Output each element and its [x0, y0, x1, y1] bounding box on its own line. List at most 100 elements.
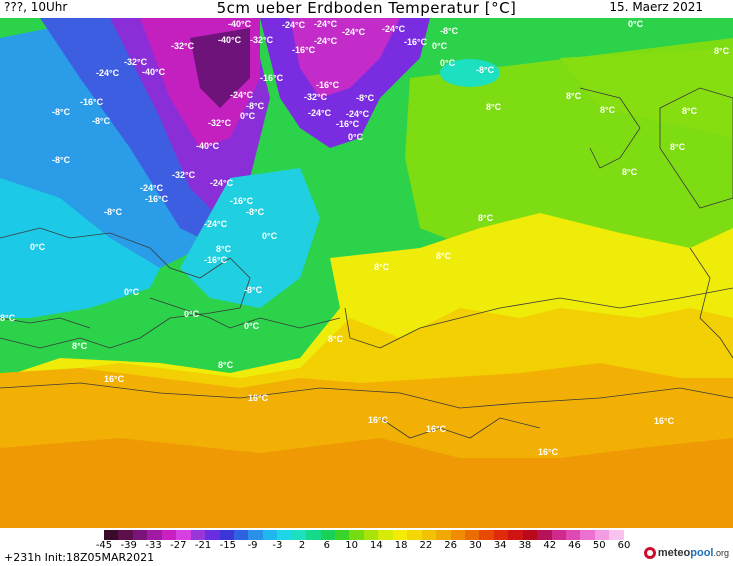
temp-label: -8°C [92, 116, 111, 126]
temp-label: 0°C [30, 242, 46, 252]
temp-label: -40°C [228, 19, 252, 29]
logo-tld: .org [713, 548, 729, 558]
colorbar-swatch [277, 530, 292, 540]
colorbar-swatch [104, 530, 119, 540]
temp-label: 16°C [654, 416, 675, 426]
temp-label: 16°C [248, 393, 269, 403]
temp-label: -16°C [292, 45, 316, 55]
colorbar-tick-label: 18 [394, 540, 408, 551]
cyan-sea [180, 168, 320, 308]
colorbar-swatch [450, 530, 465, 540]
colorbar-swatch [392, 530, 408, 540]
temp-label: -32°C [208, 118, 232, 128]
temp-label: -40°C [142, 67, 166, 77]
temp-label: -16°C [316, 80, 340, 90]
temp-label: -8°C [246, 101, 265, 111]
temp-label: -24°C [140, 183, 164, 193]
temp-label: 8°C [622, 167, 638, 177]
colorbar-swatch [219, 530, 234, 540]
temp-label: -16°C [230, 196, 254, 206]
temp-label: -16°C [260, 73, 284, 83]
colorbar-tick-label: 26 [444, 540, 458, 551]
temp-label: 8°C [328, 334, 344, 344]
temp-label: 8°C [216, 244, 232, 254]
temp-label: 8°C [436, 251, 452, 261]
temp-label: 8°C [374, 262, 390, 272]
temp-label: -16°C [336, 119, 360, 129]
logo-brand-2: pool [690, 547, 714, 559]
temp-label: -32°C [172, 170, 196, 180]
temp-label: -8°C [244, 285, 263, 295]
temp-label: -8°C [246, 207, 265, 217]
colorbar-swatch [161, 530, 177, 540]
deep-orange-zone [0, 438, 733, 528]
temp-label: 16°C [538, 447, 559, 457]
temp-label: 16°C [104, 374, 125, 384]
temp-label: 0°C [240, 111, 256, 121]
temp-label: 8°C [72, 341, 88, 351]
colorbar-tick-label: 60 [617, 540, 631, 551]
colorbar-swatch [335, 530, 350, 540]
temp-label: 8°C [478, 213, 494, 223]
meteopool-logo[interactable]: meteo pool .org [643, 547, 729, 559]
temp-label: -40°C [196, 141, 220, 151]
coastlines [0, 87, 733, 439]
temp-label: -24°C [96, 68, 120, 78]
temp-label: 0°C [348, 132, 364, 142]
temp-label: -24°C [314, 19, 338, 29]
temp-label: 8°C [566, 91, 582, 101]
temp-label: -24°C [346, 109, 370, 119]
run-time-label: ???, 10Uhr [4, 0, 68, 14]
temp-label: 8°C [670, 142, 686, 152]
temp-label: -24°C [210, 178, 234, 188]
temp-label: -40°C [218, 35, 242, 45]
colorbar-tick-label: -21 [194, 540, 212, 551]
greenland-core [290, 18, 400, 98]
colorbar-tick-label: 14 [370, 540, 383, 551]
colorbar-tick-label: 2 [298, 540, 306, 551]
colorbar-swatch [537, 530, 552, 540]
temp-label: 0°C [440, 58, 456, 68]
temp-label: 0°C [628, 19, 644, 29]
temperature-map: -40°C -24°C -24°C -24°C -24°C -8°C 0°C -… [0, 18, 733, 528]
colorbar-swatch [363, 530, 379, 540]
colorbar-swatch [205, 530, 220, 540]
temp-label: -16°C [80, 97, 104, 107]
colorbar-swatch [551, 530, 566, 540]
colorbar-swatch [349, 530, 364, 540]
temp-label: -32°C [124, 57, 148, 67]
colorbar-swatch [407, 530, 422, 540]
temp-label: 0°C [432, 41, 448, 51]
colorbar-tick-label: 22 [419, 540, 433, 551]
colorbar-tick-label: 30 [469, 540, 482, 551]
colorbar-tick-label: 34 [493, 540, 507, 551]
colorbar-swatch [190, 530, 206, 540]
temp-label: -32°C [171, 41, 195, 51]
colorbar-swatch [594, 530, 610, 540]
colorbar-swatch [291, 530, 307, 540]
temp-label: 16°C [368, 415, 389, 425]
colorbar-swatch [233, 530, 249, 540]
map-footer: -45 -39 -33 -27 -21 -15 -9 -3 2 6 10 14 18 22 26 30 34 38… [0, 528, 733, 566]
lime-zone-north [560, 48, 733, 138]
colorbar-swatch [176, 530, 191, 540]
colorbar-swatch [464, 530, 480, 540]
colorbar-tick-label: 42 [543, 540, 557, 551]
colorbar-tick-label: 38 [518, 540, 532, 551]
temp-label: -24°C [282, 20, 306, 30]
colorbar-swatch [566, 530, 581, 540]
init-time-label: +231h Init:18Z05MAR2021 [4, 551, 155, 564]
colorbar-tick-label: 50 [592, 540, 606, 551]
map-title: 5cm ueber Erdboden Temperatur [°C] [216, 0, 517, 17]
colorbar-tick-label: -27 [170, 540, 187, 551]
colorbar-tick-label: -45 [95, 540, 113, 551]
colorbar-tick-label: -33 [145, 540, 162, 551]
colorbar-tick-label: 6 [323, 540, 331, 551]
colorbar-swatch [378, 530, 393, 540]
deep-cold-core [190, 28, 250, 108]
map-header: ???, 10Uhr 5cm ueber Erdboden Temperatur… [0, 0, 733, 18]
temp-label: -16°C [204, 255, 228, 265]
valid-date: 15. Maerz 2021 [609, 0, 703, 14]
colorbar-swatch [320, 530, 335, 540]
iceland [440, 59, 500, 87]
